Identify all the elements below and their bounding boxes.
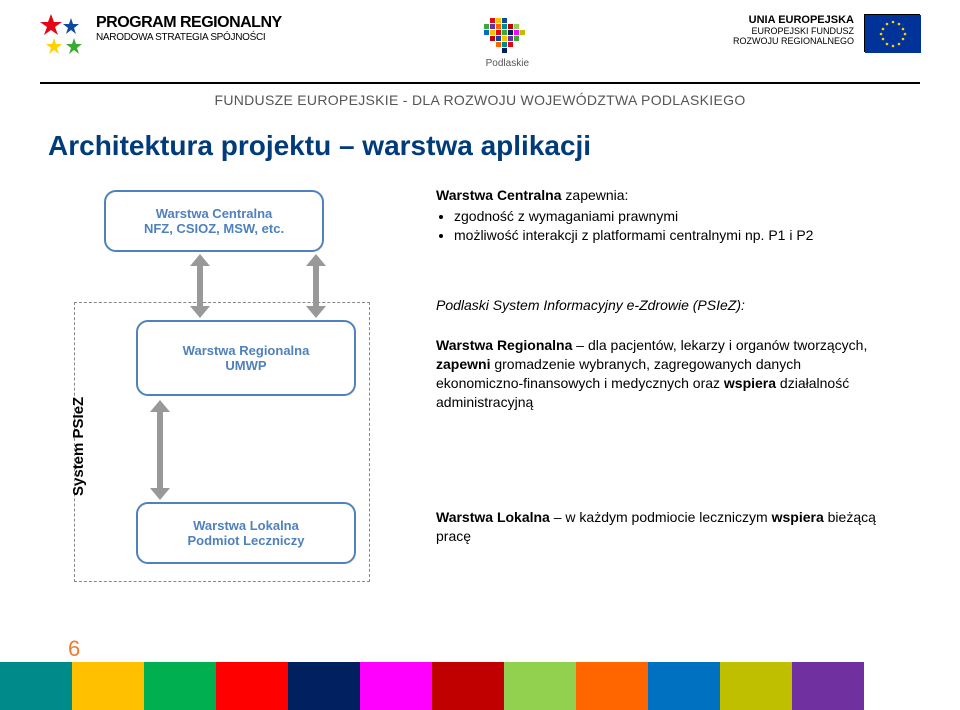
footer-segment — [432, 662, 504, 710]
desc-psiez-title: Podlaski System Informacyjny e-Zdrowie (… — [436, 296, 876, 315]
footer-segment — [576, 662, 648, 710]
pr-logo-title: PROGRAM REGIONALNY — [96, 14, 282, 32]
layer-box-local: Warstwa Lokalna Podmiot Leczniczy — [136, 502, 356, 564]
footer-segment — [648, 662, 720, 710]
eu-line2: EUROPEJSKI FUNDUSZ — [733, 26, 854, 36]
central-l2: NFZ, CSIOZ, MSW, etc. — [106, 221, 322, 236]
footer-segment — [720, 662, 792, 710]
footer-segment — [360, 662, 432, 710]
footer-segment — [72, 662, 144, 710]
logo-eu: UNIA EUROPEJSKA EUROPEJSKI FUNDUSZ ROZWO… — [733, 14, 920, 52]
footer-segment — [864, 662, 960, 710]
podlaskie-label: Podlaskie — [472, 58, 542, 69]
pr-logo-mark — [40, 14, 86, 56]
eu-line3: ROZWOJU REGIONALNEGO — [733, 36, 854, 46]
local-l2: Podmiot Leczniczy — [138, 533, 354, 548]
footer-segment — [288, 662, 360, 710]
eu-flag-icon — [864, 14, 920, 52]
arrow-central-regional-2 — [306, 254, 326, 318]
pr-logo-subtitle: NARODOWA STRATEGIA SPÓJNOŚCI — [96, 32, 282, 43]
desc-central: Warstwa Centralna zapewnia: zgodność z w… — [436, 186, 876, 245]
regional-l2: UMWP — [138, 358, 354, 373]
arrow-regional-local — [150, 400, 170, 500]
layer-box-regional: Warstwa Regionalna UMWP — [136, 320, 356, 396]
logo-podlaskie: Podlaskie — [472, 14, 542, 69]
footer-segment — [504, 662, 576, 710]
desc-local: Warstwa Lokalna – w każdym podmiocie lec… — [436, 508, 876, 546]
header-divider — [40, 82, 920, 84]
subheader: FUNDUSZE EUROPEJSKIE - DLA ROZWOJU WOJEW… — [0, 92, 960, 108]
pr-logo-text: PROGRAM REGIONALNY NARODOWA STRATEGIA SP… — [96, 14, 282, 43]
desc-central-lead-suffix: zapewnia: — [562, 187, 629, 203]
desc-regional: Warstwa Regionalna – dla pacjentów, leka… — [436, 336, 876, 412]
logo-program-regionalny: PROGRAM REGIONALNY NARODOWA STRATEGIA SP… — [40, 14, 282, 56]
footer-segment — [792, 662, 864, 710]
eu-line1: UNIA EUROPEJSKA — [733, 14, 854, 26]
desc-psiez-italic: Podlaski System Informacyjny e-Zdrowie (… — [436, 297, 745, 313]
local-l1: Warstwa Lokalna — [138, 518, 354, 533]
desc-central-lead: Warstwa Centralna — [436, 187, 562, 203]
footer-color-strip — [0, 662, 960, 710]
footer-segment — [216, 662, 288, 710]
system-psiez-label: System PSIeZ — [70, 397, 87, 496]
regional-l1: Warstwa Regionalna — [138, 343, 354, 358]
central-l1: Warstwa Centralna — [106, 206, 322, 221]
layer-box-central: Warstwa Centralna NFZ, CSIOZ, MSW, etc. — [104, 190, 324, 252]
desc-central-b1: zgodność z wymaganiami prawnymi — [454, 207, 876, 226]
footer-segment — [0, 662, 72, 710]
footer-segment — [144, 662, 216, 710]
eu-text: UNIA EUROPEJSKA EUROPEJSKI FUNDUSZ ROZWO… — [733, 14, 854, 46]
page-title: Architektura projektu – warstwa aplikacj… — [48, 130, 591, 162]
arrow-central-regional-1 — [190, 254, 210, 318]
desc-central-b2: możliwość interakcji z platformami centr… — [454, 226, 876, 245]
header: PROGRAM REGIONALNY NARODOWA STRATEGIA SP… — [0, 0, 960, 82]
slide-number: 6 — [68, 636, 80, 662]
podlaskie-mark — [472, 14, 542, 56]
